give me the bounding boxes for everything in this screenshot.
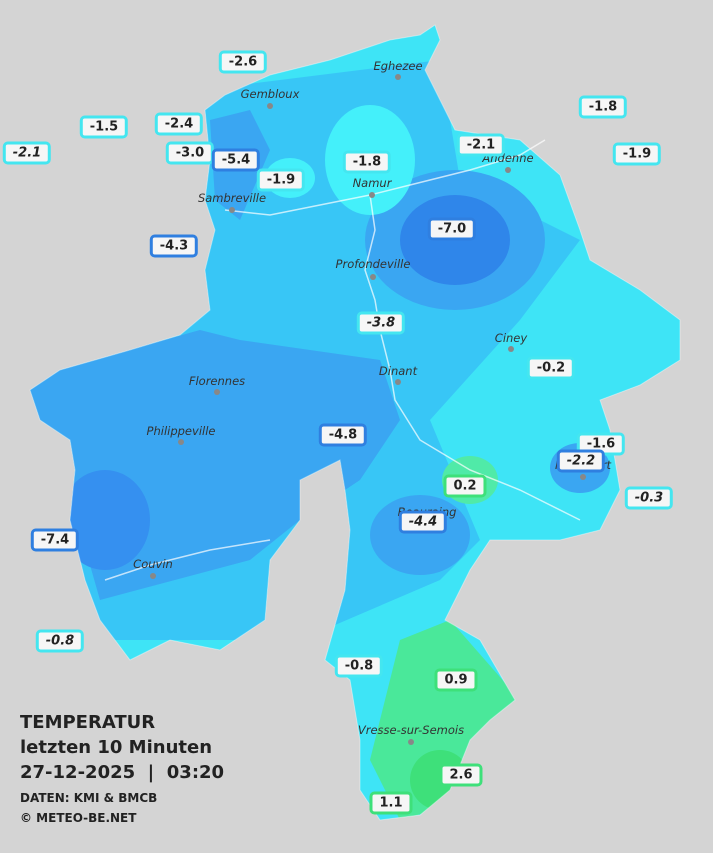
station-label: 0.2 — [443, 474, 487, 498]
place-label: Vresse-sur-Semois — [357, 723, 465, 737]
place-label: Philippeville — [146, 424, 216, 438]
place-label: Sambreville — [197, 191, 267, 205]
subtitle: letzten 10 Minuten — [20, 737, 213, 758]
place-label: Profondeville — [335, 257, 411, 271]
station-label: 1.1 — [369, 791, 413, 815]
station-label: -0.2 — [526, 356, 576, 380]
station-label: -2.1 — [456, 133, 506, 157]
place-label: Ciney — [494, 331, 528, 345]
station-label: -3.0 — [165, 141, 215, 165]
station-label: 0.9 — [434, 668, 478, 692]
station-label: -7.0 — [427, 217, 477, 241]
station-label: -4.3 — [149, 234, 199, 258]
station-label: 2.6 — [439, 763, 483, 787]
place-label: Florennes — [188, 374, 246, 388]
source: DATEN: KMI & BMCB — [20, 791, 158, 805]
station-label: -1.9 — [612, 142, 662, 166]
station-label: -1.9 — [256, 168, 306, 192]
station-label: -0.3 — [624, 486, 674, 510]
station-label: -2.4 — [154, 112, 204, 136]
place-label: Namur — [352, 176, 392, 190]
station-label: -0.8 — [334, 654, 384, 678]
title: TEMPERATUR — [20, 712, 156, 733]
station-label: -4.8 — [318, 423, 368, 447]
timestamp: 27-12-2025 | 03:20 — [20, 762, 225, 783]
station-label: -4.4 — [398, 510, 448, 534]
place-label: Eghezee — [373, 59, 423, 73]
place-label: Gembloux — [240, 87, 300, 101]
station-label: -7.4 — [30, 528, 80, 552]
station-label: -1.8 — [578, 95, 628, 119]
station-label: -2.2 — [556, 449, 606, 473]
station-label: -2.1 — [2, 141, 52, 165]
station-label: -1.5 — [79, 115, 129, 139]
town-dots — [150, 74, 586, 745]
station-label: -1.8 — [342, 150, 392, 174]
station-label: -0.8 — [35, 629, 85, 653]
rivers — [104, 139, 581, 581]
copyright: © METEO-BE.NET — [20, 811, 137, 825]
station-label: -2.6 — [218, 50, 268, 74]
place-label: Couvin — [133, 557, 173, 571]
station-label: -5.4 — [211, 148, 261, 172]
place-label: Dinant — [378, 364, 418, 378]
station-label: -3.8 — [356, 311, 406, 335]
